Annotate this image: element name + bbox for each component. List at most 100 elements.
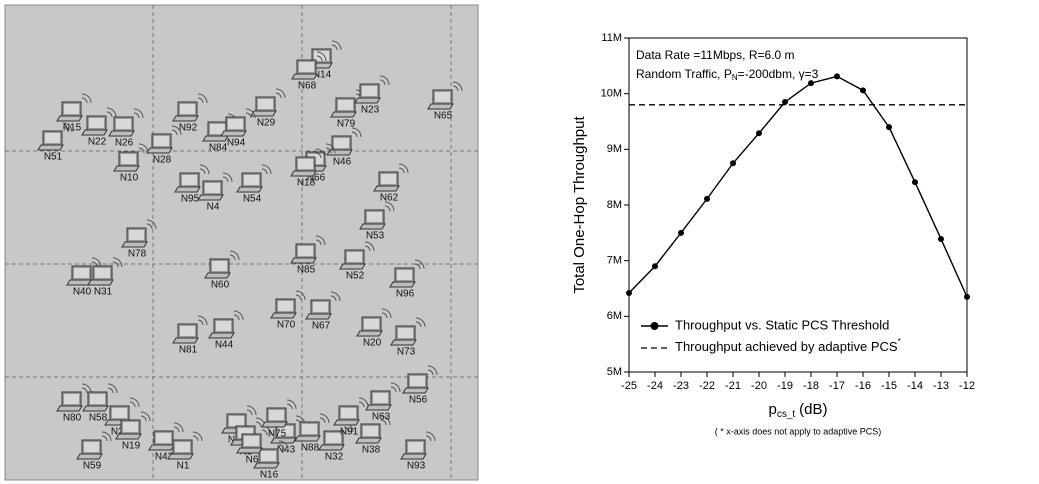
node-label: N10 — [120, 173, 139, 184]
node-label: N32 — [325, 452, 344, 463]
x-axis-title: pcs_t (dB) — [768, 401, 827, 420]
node: N73 — [390, 317, 426, 358]
node-label: N19 — [122, 441, 141, 452]
legend-label-text: Throughput achieved by adaptive PCS — [675, 339, 898, 354]
node-label: N66 — [307, 173, 326, 184]
x-axis-title-main: p — [768, 401, 776, 418]
node: N51 — [37, 122, 73, 163]
x-axis-title-sub: cs_t — [777, 409, 796, 420]
node: N95 — [174, 164, 210, 205]
node: N38 — [355, 415, 391, 456]
node: N10 — [113, 143, 149, 184]
node-label: N43 — [277, 445, 296, 456]
node-label: N78 — [128, 249, 147, 260]
node: N68 — [291, 51, 327, 92]
y-tick-label: 11M — [601, 32, 622, 44]
x-tick-label: -13 — [933, 380, 949, 392]
node: N32 — [318, 422, 354, 463]
node: N19 — [115, 411, 151, 452]
canvas-grid — [5, 5, 478, 480]
node-label: N27 — [111, 427, 130, 438]
node: N44 — [208, 310, 244, 351]
node-label: N62 — [380, 193, 399, 204]
x-tick-label: -16 — [855, 380, 871, 392]
node: N18 — [290, 148, 326, 189]
node: N26 — [108, 108, 144, 149]
annotation-part: N — [732, 73, 738, 82]
data-point — [834, 73, 840, 80]
annotation: Random Traffic, PN=-200dbm, γ=3 — [636, 67, 819, 82]
data-point — [782, 99, 788, 106]
y-tick-label: 7M — [607, 255, 622, 267]
node-label: N65 — [434, 111, 453, 122]
node-label: N59 — [83, 461, 102, 472]
x-tick-label: -15 — [881, 380, 897, 392]
x-axis-title-unit: (dB) — [799, 401, 827, 418]
node-label: N53 — [366, 231, 385, 242]
legend-label: Throughput vs. Static PCS Threshold — [675, 317, 889, 332]
node-label: N40 — [73, 287, 92, 298]
node: N75 — [261, 399, 297, 440]
node: N1 — [167, 431, 203, 472]
data-point — [730, 160, 736, 167]
node: N79 — [330, 89, 366, 130]
node: N88 — [294, 413, 330, 454]
node-label: N91 — [340, 427, 359, 438]
y-tick-label: 9M — [607, 143, 622, 155]
node: N65 — [427, 81, 463, 122]
node-label: N42 — [155, 452, 174, 463]
data-point — [652, 263, 658, 270]
node: N92 — [172, 93, 208, 134]
annotation-part: γ — [799, 67, 805, 81]
node-label: N84 — [209, 143, 228, 154]
node: N46 — [326, 127, 362, 168]
x-tick-label: -19 — [777, 380, 793, 392]
data-point — [938, 235, 944, 242]
y-tick-label: 6M — [607, 310, 622, 322]
node-label: N79 — [337, 119, 356, 130]
x-tick-label: -22 — [699, 380, 715, 392]
node-label: N44 — [215, 340, 234, 351]
node-label: N15 — [63, 123, 82, 134]
x-tick-label: -20 — [751, 380, 767, 392]
node-label: N95 — [181, 194, 200, 205]
data-point — [964, 293, 970, 300]
legend-label: Throughput achieved by adaptive PCS* — [675, 337, 901, 354]
node: N67 — [305, 291, 341, 332]
node: N22 — [81, 107, 117, 148]
y-tick-label: 8M — [607, 199, 622, 211]
node-label: N51 — [44, 152, 63, 163]
node-label: N80 — [63, 413, 82, 424]
data-point — [678, 229, 684, 236]
node: N20 — [356, 308, 392, 349]
node-label: N92 — [179, 123, 198, 134]
node-label: N56 — [409, 395, 428, 406]
node-label: N28 — [153, 155, 172, 166]
node-label: N31 — [94, 287, 113, 298]
node: N59 — [76, 431, 112, 472]
node-label: N54 — [243, 194, 262, 205]
node: N70 — [270, 290, 306, 331]
node: N93 — [400, 431, 436, 472]
node-label: N6 — [246, 455, 259, 466]
node: N52 — [339, 241, 375, 282]
node-label: N1 — [177, 461, 190, 472]
legend-label-note: * — [898, 337, 901, 346]
node-label: N70 — [277, 320, 296, 331]
data-point — [626, 289, 632, 296]
x-tick-label: -21 — [725, 380, 741, 392]
node: N66 — [300, 143, 336, 184]
node: N31 — [87, 257, 123, 298]
node-label: N23 — [361, 105, 380, 116]
y-tick-label: 10M — [601, 88, 622, 100]
y-axis-title: Total One-Hop Throughput — [571, 116, 588, 294]
node-label: N22 — [88, 137, 107, 148]
node-label: N93 — [407, 461, 426, 472]
node: N6 — [236, 425, 272, 466]
node: N23 — [354, 75, 390, 116]
node-label: N16 — [260, 470, 279, 481]
data-point — [808, 80, 814, 87]
node-label: N26 — [115, 138, 134, 149]
